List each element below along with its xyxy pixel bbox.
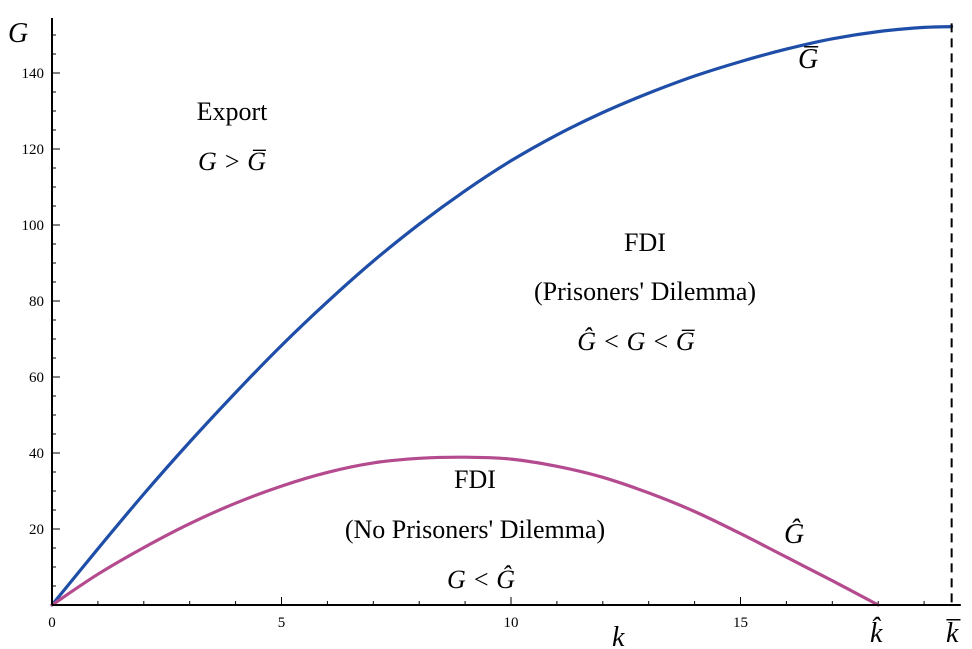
- fdi-nopd-region-condition: G < Ĝ: [447, 565, 515, 594]
- fdi-nopd-region-subtitle: (No Prisoners' Dilemma): [345, 515, 605, 544]
- fdi-pd-region-condition: Ĝ < G < G̅: [577, 327, 695, 356]
- g-hat-curve: [50, 455, 880, 607]
- fdi-pd-region-subtitle: (Prisoners' Dilemma): [534, 277, 756, 306]
- g-hat-curve-label: Ĝ: [784, 519, 804, 550]
- y-tick-label: 20: [29, 522, 44, 538]
- x-tick-label: 0: [48, 615, 56, 631]
- x-axis-title: k: [612, 622, 625, 649]
- curves-group: [50, 25, 954, 607]
- y-tick-label: 100: [22, 218, 45, 234]
- y-tick-label: 40: [29, 446, 44, 462]
- y-axis-title: G: [8, 18, 28, 49]
- k-hat-label: k̂: [870, 618, 883, 649]
- fdi-nopd-region-title: FDI: [454, 465, 496, 494]
- g-bar-curve-label: G̅: [798, 44, 819, 75]
- x-tick-label: 10: [504, 615, 519, 631]
- y-tick-label: 140: [22, 66, 45, 82]
- x-tick-label: 5: [278, 615, 286, 631]
- y-tick-label: 80: [29, 294, 44, 310]
- g-bar-curve: [50, 25, 954, 607]
- export-region-condition: G > G̅: [198, 147, 266, 176]
- k-bar-label: k̅: [946, 618, 961, 649]
- x-tick-label: 15: [733, 615, 748, 631]
- fdi-pd-region-title: FDI: [624, 228, 666, 257]
- y-tick-label: 120: [22, 142, 45, 158]
- export-region-title: Export: [197, 97, 269, 126]
- y-tick-label: 60: [29, 370, 44, 386]
